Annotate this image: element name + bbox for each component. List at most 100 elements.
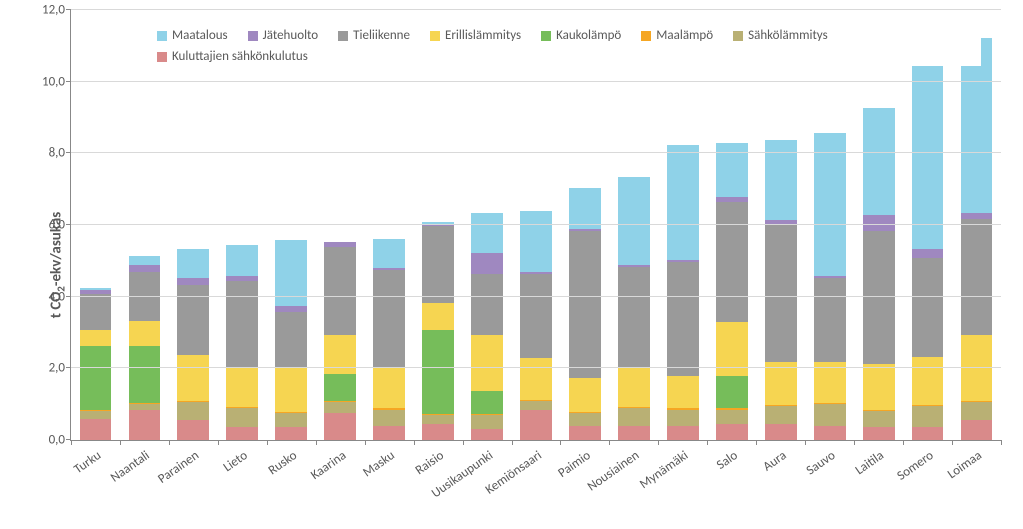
bar-slot: Salo <box>707 10 756 440</box>
bar <box>520 211 552 440</box>
legend-label: Kuluttajien sähkönkulutus <box>172 49 308 64</box>
bar-segment-sahkolammitys <box>520 401 552 410</box>
legend-item-sahkolammitys: Sähkölämmitys <box>733 28 828 43</box>
bar-segment-sahkolammitys <box>226 408 258 428</box>
bar-segment-kuluttajien <box>324 413 356 440</box>
bar-segment-erillislammitys <box>275 367 307 412</box>
bar-segment-sahkolammitys <box>912 406 944 428</box>
x-tick-label: Laitila <box>853 448 887 478</box>
bar <box>177 249 209 440</box>
bar-slot: Masku <box>365 10 414 440</box>
x-tick-mark <box>414 440 415 445</box>
bar-slot: Uusikaupunki <box>463 10 512 440</box>
bar-segment-maatalous <box>667 145 699 260</box>
bar <box>80 288 112 440</box>
x-tick-label: Naantali <box>108 448 153 485</box>
bar-segment-kaukolampo <box>716 376 748 408</box>
plot-area: MaatalousJätehuoltoTieliikenneErillisläm… <box>70 10 1001 441</box>
x-tick-mark <box>560 440 561 445</box>
bar <box>961 38 993 440</box>
bar-segment-kuluttajien <box>667 426 699 440</box>
legend-label: Sähkölämmitys <box>748 28 828 43</box>
bar-segment-jatehuolto <box>177 278 209 285</box>
bar-slot: Aura <box>756 10 805 440</box>
bar-segment-kuluttajien <box>716 424 748 440</box>
bar-slot: Sauvo <box>805 10 854 440</box>
bar <box>765 140 797 440</box>
bar-segment-tieliikenne <box>814 278 846 362</box>
bar-segment-tieliikenne <box>80 294 112 330</box>
legend-swatch <box>248 31 258 41</box>
x-tick-mark <box>463 440 464 445</box>
bar-segment-erillislammitys <box>765 362 797 405</box>
bar-segment-sahkolammitys <box>471 415 503 429</box>
bar-segment-erillislammitys <box>324 335 356 374</box>
bar-segment-erillislammitys <box>520 358 552 399</box>
bar-segment-sahkolammitys <box>863 411 895 427</box>
bar-segment-maatalous <box>618 177 650 265</box>
bar-segment-kuluttajien <box>765 424 797 440</box>
bar-segment-kuluttajien <box>177 420 209 440</box>
bar-slot: Raisio <box>414 10 463 440</box>
bar-slot: Kemiönsaari <box>512 10 561 440</box>
bar-segment-erillislammitys <box>422 303 454 330</box>
bar-segment-kuluttajien <box>569 426 601 440</box>
grid-line <box>71 9 1001 10</box>
bar-slot: Paimio <box>560 10 609 440</box>
bar-segment-tieliikenne <box>324 247 356 335</box>
legend-label: Erillislämmitys <box>445 28 521 43</box>
bar <box>912 54 944 440</box>
bar-segment-kaukolampo <box>324 374 356 401</box>
bar-slot: Loimaa <box>952 10 1001 440</box>
x-tick-label: Raisio <box>413 448 447 478</box>
bar-segment-sahkolammitys <box>618 408 650 426</box>
bar-segment-tieliikenne <box>667 262 699 377</box>
legend-label: Maatalous <box>172 28 228 43</box>
x-tick-label: Salo <box>714 448 741 473</box>
y-tick-label: 6,0 <box>49 218 71 233</box>
x-tick-mark <box>805 440 806 445</box>
bar-segment-kaukolampo <box>80 346 112 411</box>
bar-segment-maatalous <box>177 249 209 278</box>
bar-segment-erillislammitys <box>80 330 112 346</box>
bar-segment-tieliikenne <box>765 224 797 362</box>
x-tick-mark <box>658 440 659 445</box>
bar-segment-kaukolampo <box>471 391 503 414</box>
legend-swatch <box>733 31 743 41</box>
bar-segment-sahkolammitys <box>961 402 993 420</box>
bar-segment-sahkolammitys <box>177 402 209 420</box>
legend-swatch <box>157 31 167 41</box>
legend-item-kuluttajien: Kuluttajien sähkönkulutus <box>157 49 308 64</box>
legend-swatch <box>641 31 651 41</box>
bar-segment-erillislammitys <box>569 378 601 412</box>
chart-container: t CO2-ekv/asukas MaatalousJätehuoltoTiel… <box>0 0 1023 529</box>
bar-segment-sahkolammitys <box>80 411 112 418</box>
bar-segment-erillislammitys <box>863 364 895 411</box>
bar-segment-maatalous <box>373 239 405 268</box>
bar-segment-sahkolammitys <box>814 404 846 426</box>
x-tick-mark <box>609 440 610 445</box>
x-tick-mark <box>512 440 513 445</box>
x-tick-mark <box>267 440 268 445</box>
bar-segment-kuluttajien <box>373 426 405 440</box>
bar <box>569 188 601 440</box>
bar <box>129 256 161 440</box>
bar-segment-erillislammitys <box>618 367 650 406</box>
grid-line <box>71 296 1001 297</box>
legend-item-maalampo: Maalämpö <box>641 28 713 43</box>
bar-segment-tieliikenne <box>422 226 454 303</box>
x-tick-label: Somero <box>894 448 936 484</box>
bar-segment-tieliikenne <box>373 270 405 369</box>
bar-segment-maatalous <box>863 108 895 216</box>
bar <box>422 222 454 440</box>
x-tick-label: Masku <box>360 448 397 480</box>
bar-slot: Turku <box>71 10 120 440</box>
bar-segment-sahkolammitys <box>667 410 699 426</box>
bar-segment-tieliikenne <box>569 231 601 378</box>
bar-segment-tieliikenne <box>961 219 993 335</box>
bar <box>863 108 895 441</box>
bar-slot: Rusko <box>267 10 316 440</box>
bar-segment-maatalous <box>520 211 552 272</box>
x-tick-label: Rusko <box>266 448 300 478</box>
bar-segment-maatalous <box>471 213 503 252</box>
